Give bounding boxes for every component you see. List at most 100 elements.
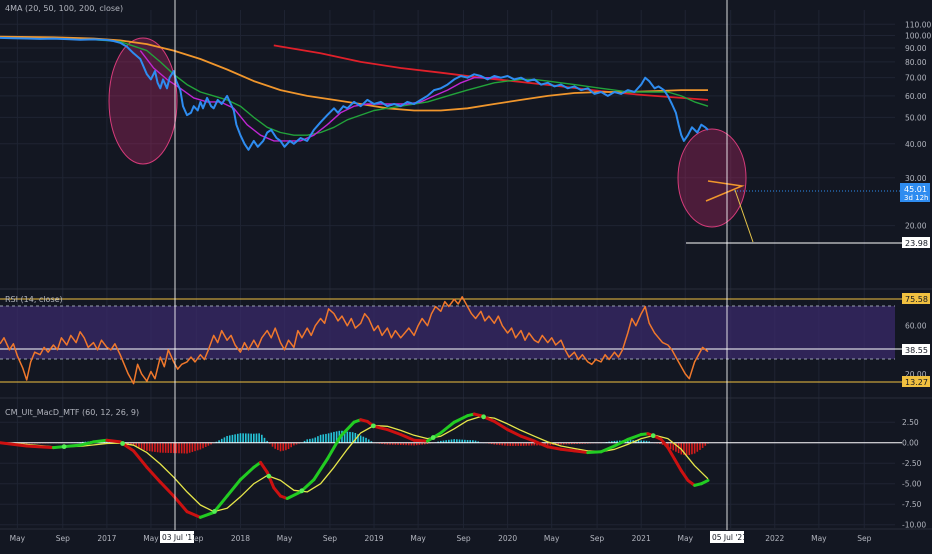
series-macd-segment-55[interactable]: [666, 446, 677, 461]
series-macd-segment-22[interactable]: [285, 490, 303, 500]
macd-histogram-bar-53: [143, 442, 146, 450]
macd-histogram-bar-174: [466, 440, 469, 443]
macd-histogram-bar-105: [282, 442, 284, 451]
x-tick-label-15: May: [678, 534, 694, 543]
macd-histogram-bar-178: [477, 441, 480, 443]
series-macd-segment-10[interactable]: [158, 480, 176, 498]
series-macd-segment-2[interactable]: [25, 444, 55, 450]
series-macd-segment-33[interactable]: [412, 438, 429, 443]
series-macd-segment-43[interactable]: [532, 439, 550, 449]
series-macd-segment-44[interactable]: [546, 445, 563, 451]
series-macd-segment-35[interactable]: [439, 420, 456, 435]
series-macd-segment-56[interactable]: [673, 457, 683, 473]
series-macd-segment-40[interactable]: [492, 419, 510, 432]
series-macd-segment-32[interactable]: [399, 433, 416, 442]
macd-histogram-bar-74: [199, 442, 202, 450]
series-macd-segment-48[interactable]: [599, 444, 616, 454]
series-macd-segment-26[interactable]: [339, 420, 356, 438]
series-macd-segment-16[interactable]: [238, 465, 256, 482]
macd-histogram-bar-187: [501, 442, 504, 446]
macd-histogram-bar-158: [423, 442, 426, 445]
series-macd-segment-8[interactable]: [132, 449, 149, 469]
macd-histogram-bar-100: [269, 442, 271, 444]
series-macd-segment-30[interactable]: [372, 424, 389, 432]
price-last-badge: 45.01 3d 12h: [900, 183, 930, 202]
series-macd-segment-25[interactable]: [325, 434, 343, 461]
macd-histogram-bar-205: [549, 442, 552, 446]
macd-histogram-bar-81: [218, 440, 220, 443]
macd-histogram-bar-71: [191, 442, 194, 452]
series-macd-segment-54[interactable]: [659, 437, 670, 450]
price-countdown: 3d 12h: [904, 194, 928, 202]
series-macd-segment-12[interactable]: [185, 510, 202, 519]
macd-histogram-bar-200: [536, 442, 538, 446]
series-price-line[interactable]: [0, 36, 709, 151]
series-macd-segment-15[interactable]: [225, 478, 242, 498]
macd-histogram-bar-215: [576, 442, 578, 444]
series-macd-segment-6[interactable]: [105, 438, 122, 444]
macd-histogram-bar-239: [640, 440, 642, 443]
macd-histogram-bar-56: [151, 442, 154, 452]
macd-histogram-bar-64: [172, 442, 175, 454]
macd-histogram-bar-188: [504, 442, 506, 446]
rsi-pane[interactable]: [0, 296, 902, 385]
price-pane[interactable]: [0, 35, 902, 244]
series-macd-segment-47[interactable]: [586, 450, 603, 455]
macd-histogram-bar-195: [522, 442, 525, 446]
series-macd-segment-24[interactable]: [312, 457, 329, 482]
series-macd-segment-1[interactable]: [0, 441, 29, 448]
macd-histogram-bar-184: [493, 442, 496, 445]
macd-histogram-bar-52: [140, 442, 143, 449]
series-macd-segment-20[interactable]: [272, 486, 283, 498]
macd-histogram-bar-118: [317, 436, 319, 443]
series-macd-segment-5[interactable]: [92, 438, 109, 444]
macd-histogram-bar-116: [311, 438, 314, 443]
macd-histogram-bar-115: [309, 438, 311, 443]
crossover-dot-0: [61, 444, 67, 450]
highlight-ellipse-2017: [108, 37, 178, 165]
macd-histogram-bar-227: [608, 441, 610, 443]
macd-histogram-bar-144: [386, 442, 389, 445]
x-tick-label-18: May: [811, 534, 827, 543]
macd-histogram-bar-250: [669, 442, 672, 450]
series-macd-segment-42[interactable]: [519, 434, 536, 443]
macd-histogram-bar-240: [643, 440, 645, 443]
date-badge-left: 03 Jul '17: [160, 531, 197, 543]
macd-histogram-bar-214: [573, 442, 576, 445]
series-macd-segment-41[interactable]: [506, 428, 523, 438]
series-macd-segment-11[interactable]: [172, 494, 189, 514]
x-tick-label-13: Sep: [590, 534, 604, 543]
series-macd-segment-49[interactable]: [612, 437, 630, 448]
series-macd-segment-18[interactable]: [258, 460, 269, 474]
series-ma200-line[interactable]: [273, 44, 709, 101]
series-macd-segment-60[interactable]: [699, 478, 710, 486]
macd-histogram-bar-234: [627, 440, 629, 443]
series-macd-segment-31[interactable]: [385, 428, 403, 437]
macd-histogram-bar-131: [351, 432, 354, 443]
macd-histogram-bar-60: [162, 442, 164, 453]
macd-histogram-bar-156: [418, 442, 421, 445]
series-ma100-line[interactable]: [0, 35, 708, 112]
series-rsi-line[interactable]: [0, 296, 709, 385]
macd-histogram-bar-120: [322, 434, 325, 443]
series-macd-segment-3[interactable]: [51, 443, 82, 450]
series-macd-segment-36[interactable]: [452, 414, 470, 424]
series-macd-segment-45[interactable]: [559, 447, 576, 453]
crossover-dot-5: [370, 423, 376, 429]
series-macd-segment-13[interactable]: [198, 510, 216, 519]
series-macd-segment-46[interactable]: [572, 449, 590, 455]
macd-histogram-bar-69: [186, 442, 188, 454]
macd-histogram-bar-185: [496, 442, 498, 445]
series-macd-segment-57[interactable]: [679, 469, 690, 482]
macd-histogram-bar-231: [619, 440, 621, 443]
series-ma20-line[interactable]: [139, 50, 501, 142]
series-macd-segment-50[interactable]: [626, 433, 643, 441]
series-macd-segment-4[interactable]: [78, 440, 96, 447]
macd-histogram-bar-172: [461, 439, 463, 443]
price-y-tick-0: 20.00: [905, 222, 927, 231]
series-macd-segment-9[interactable]: [145, 465, 162, 484]
macd-pane[interactable]: [0, 412, 902, 519]
price-legend: 4MA (20, 50, 100, 200, close): [5, 4, 123, 13]
crossover-dot-3: [266, 473, 272, 479]
price-y-tick-9: 110.00: [905, 20, 931, 29]
